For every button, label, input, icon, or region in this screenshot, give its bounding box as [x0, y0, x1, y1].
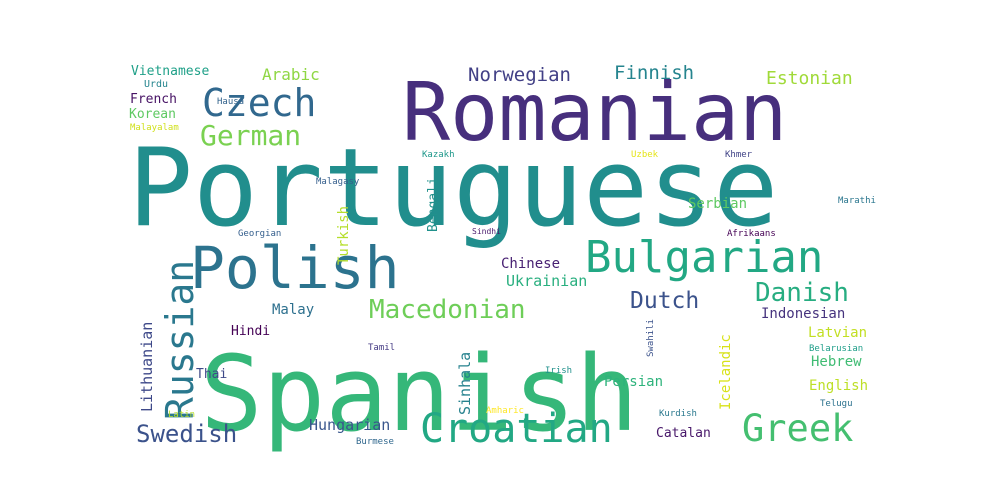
word-english: English [809, 378, 868, 394]
word-bulgarian: Bulgarian [585, 232, 823, 283]
word-danish: Danish [755, 278, 849, 308]
word-hungarian: Hungarian [309, 416, 390, 434]
word-catalan: Catalan [656, 426, 711, 441]
word-vietnamese: Vietnamese [131, 64, 209, 79]
word-icelandic: Icelandic [718, 334, 734, 410]
word-korean: Korean [129, 107, 176, 122]
word-hebrew: Hebrew [811, 354, 862, 370]
word-croatian: Croatian [420, 406, 613, 452]
word-german: German [200, 119, 301, 152]
word-sindhi: Sindhi [472, 227, 501, 236]
word-malayalam: Malayalam [130, 123, 179, 133]
word-dutch: Dutch [630, 288, 699, 314]
word-urdu: Urdu [144, 79, 168, 90]
word-burmese: Burmese [356, 437, 394, 447]
word-kurdish: Kurdish [659, 409, 697, 419]
word-norwegian: Norwegian [468, 64, 571, 86]
word-belarusian: Belarusian [809, 344, 863, 354]
word-spanish: Spanish [200, 333, 638, 455]
word-latin: Latin [168, 410, 195, 420]
word-malagasy: Malagasy [316, 177, 360, 187]
word-latvian: Latvian [808, 325, 867, 341]
word-khmer: Khmer [725, 150, 753, 160]
word-sinhala: Sinhala [456, 352, 474, 415]
word-arabic: Arabic [262, 65, 320, 84]
word-georgian: Georgian [238, 229, 281, 239]
word-macedonian: Macedonian [369, 295, 526, 325]
word-bengali: Bengali [426, 177, 441, 232]
word-afrikaans: Afrikaans [727, 229, 776, 239]
word-thai: Thai [196, 367, 227, 382]
word-hausa: Hausa [217, 97, 244, 107]
word-persian: Persian [604, 374, 663, 390]
word-indonesian: Indonesian [761, 306, 845, 322]
word-marathi: Marathi [838, 196, 876, 206]
word-french: French [130, 92, 177, 107]
word-amharic: Amharic [486, 406, 524, 416]
word-chinese: Chinese [501, 256, 560, 272]
word-swahili: Swahili [646, 319, 656, 357]
word-kazakh: Kazakh [422, 150, 455, 160]
word-portuguese: Portuguese [128, 126, 778, 251]
word-ukrainian: Ukrainian [506, 272, 587, 290]
word-hindi: Hindi [231, 324, 270, 339]
word-lithuanian: Lithuanian [138, 322, 156, 412]
word-telugu: Telugu [820, 399, 853, 409]
word-finnish: Finnish [614, 62, 694, 84]
word-polish: Polish [190, 234, 400, 302]
word-romanian: Romanian [402, 66, 787, 159]
word-malay: Malay [272, 302, 314, 318]
word-estonian: Estonian [766, 68, 853, 89]
word-uzbek: Uzbek [631, 150, 659, 160]
word-greek: Greek [742, 407, 853, 450]
word-czech: Czech [202, 81, 316, 125]
word-irish: Irish [545, 366, 572, 376]
word-swedish: Swedish [136, 420, 237, 448]
word-serbian: Serbian [688, 196, 747, 212]
word-turkish: Turkish [336, 206, 352, 265]
word-tamil: Tamil [368, 343, 395, 353]
word-russian: Russian [158, 260, 202, 420]
